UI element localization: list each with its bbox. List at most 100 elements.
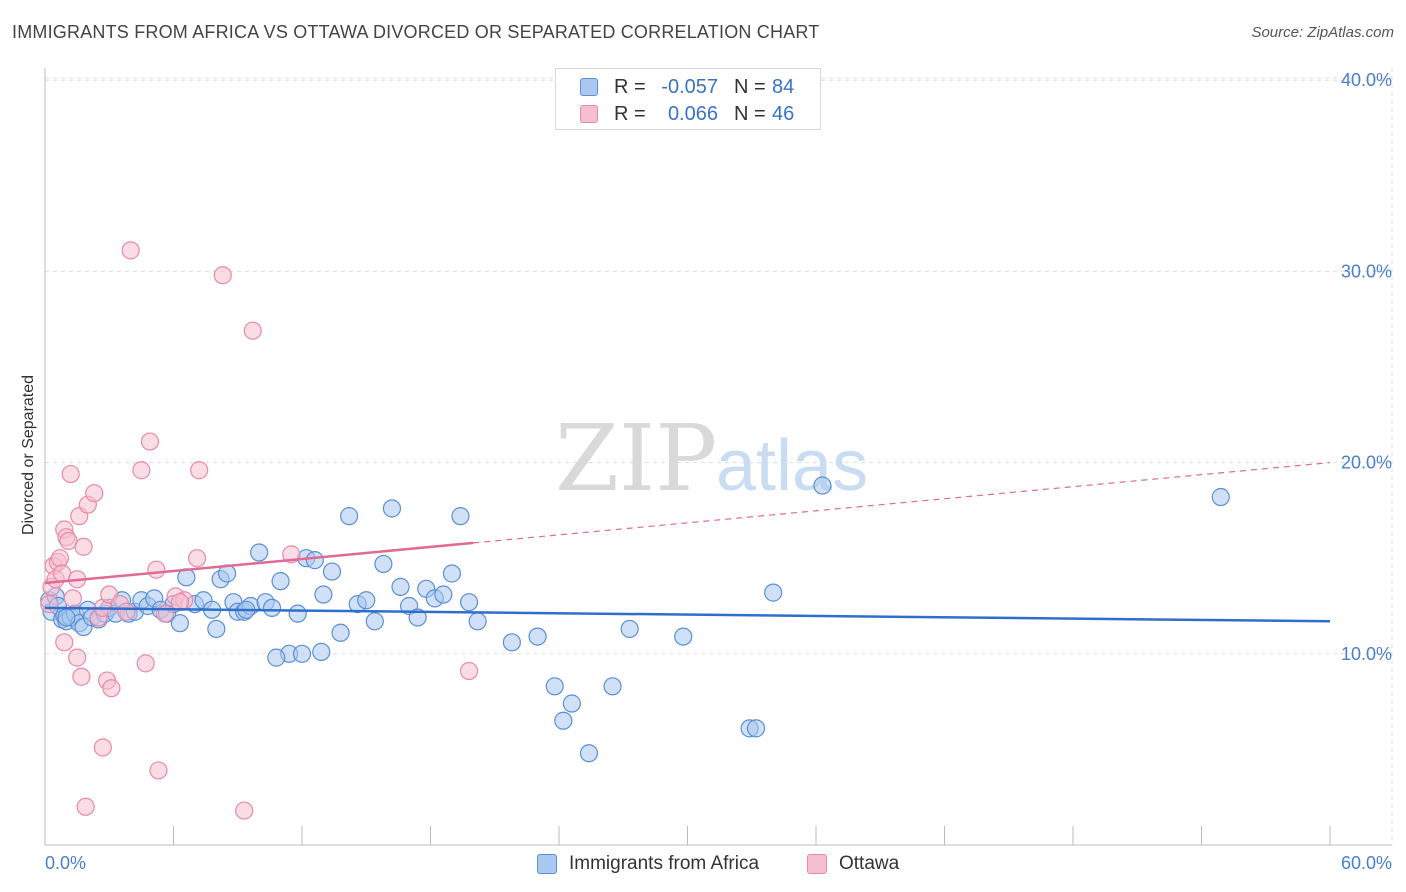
n-label: N = bbox=[734, 103, 766, 125]
legend-row-africa: R = -0.057 N = 84 bbox=[556, 74, 820, 100]
africa-point bbox=[434, 585, 453, 604]
ottawa-point bbox=[243, 321, 262, 340]
africa-point bbox=[262, 598, 282, 618]
legend-label-ottawa: Ottawa bbox=[839, 853, 900, 874]
series-legend: Immigrants from Africa Ottawa bbox=[0, 852, 1406, 878]
africa-point bbox=[288, 604, 307, 623]
legend-label-africa: Immigrants from Africa bbox=[569, 853, 760, 874]
africa-point bbox=[579, 744, 599, 763]
africa-point bbox=[312, 642, 331, 661]
x-tick-label: 0.0% bbox=[45, 853, 86, 873]
n-value: 84 bbox=[772, 76, 795, 98]
africa-point bbox=[451, 507, 470, 526]
y-tick-label: 30.0% bbox=[1341, 261, 1392, 281]
ottawa-point bbox=[147, 560, 166, 579]
africa-point bbox=[746, 719, 766, 738]
africa-point bbox=[562, 694, 581, 713]
africa-point bbox=[1211, 487, 1230, 507]
africa-trend-line bbox=[44, 606, 1331, 623]
ottawa-point bbox=[187, 549, 207, 568]
africa-point bbox=[267, 648, 286, 667]
n-label: N = bbox=[734, 76, 766, 98]
africa-point bbox=[271, 572, 290, 591]
africa-point bbox=[207, 619, 226, 639]
chart-title: IMMIGRANTS FROM AFRICA VS OTTAWA DIVORCE… bbox=[12, 22, 820, 42]
watermark-atlas: atlas bbox=[716, 426, 868, 506]
africa-point bbox=[764, 583, 783, 602]
y-axis-label: Divorced or Separated bbox=[20, 375, 37, 535]
r-label: R = bbox=[614, 76, 646, 98]
africa-point bbox=[391, 577, 410, 596]
ottawa-point bbox=[40, 594, 59, 614]
legend-swatch-ottawa bbox=[580, 105, 598, 123]
africa-point bbox=[340, 507, 359, 526]
legend-swatch-africa bbox=[537, 854, 557, 874]
africa-point bbox=[468, 612, 487, 631]
watermark: ZIP atlas bbox=[555, 405, 868, 512]
africa-point bbox=[620, 619, 639, 639]
ottawa-point bbox=[155, 604, 175, 623]
ottawa-point bbox=[102, 679, 121, 698]
africa-point bbox=[305, 551, 324, 570]
africa-point bbox=[408, 608, 427, 627]
legend-swatch-ottawa bbox=[807, 854, 827, 874]
africa-point bbox=[545, 677, 564, 696]
ottawa-point bbox=[117, 602, 136, 621]
y-tick-label: 40.0% bbox=[1341, 70, 1392, 90]
ottawa-point bbox=[140, 432, 160, 451]
ottawa-point bbox=[76, 797, 95, 816]
africa-point bbox=[170, 614, 190, 633]
africa-point bbox=[322, 562, 342, 581]
ottawa-point bbox=[61, 464, 80, 484]
ottawa-trend-line bbox=[44, 541, 474, 585]
africa-point bbox=[603, 677, 622, 696]
africa-point bbox=[314, 585, 333, 604]
legend-row-ottawa: R = 0.066 N = 46 bbox=[556, 101, 820, 127]
ottawa-point bbox=[235, 801, 254, 820]
n-value: 46 bbox=[772, 103, 795, 125]
africa-point bbox=[674, 627, 693, 646]
africa-point bbox=[292, 644, 312, 663]
ottawa-point bbox=[93, 738, 112, 757]
ottawa-point bbox=[190, 461, 209, 480]
r-value: 0.066 bbox=[667, 103, 718, 125]
africa-point bbox=[554, 711, 573, 730]
africa-point bbox=[502, 633, 521, 652]
ottawa-point bbox=[121, 241, 140, 260]
ottawa-point bbox=[136, 654, 155, 673]
africa-point bbox=[250, 543, 269, 562]
africa-point bbox=[813, 476, 832, 495]
watermark-zip: ZIP bbox=[555, 405, 717, 512]
africa-point bbox=[374, 554, 393, 574]
y-tick-label: 10.0% bbox=[1341, 644, 1392, 664]
ottawa-point bbox=[85, 484, 104, 503]
africa-point bbox=[365, 612, 384, 631]
trend-layer bbox=[44, 462, 1331, 623]
x-tick-label: 60.0% bbox=[1341, 853, 1392, 873]
africa-point bbox=[57, 608, 76, 627]
source-credit: Source: ZipAtlas.com bbox=[1251, 24, 1394, 41]
axis-layer: 10.0% 20.0% 30.0% 40.0% 0.0% 60.0% bbox=[44, 68, 1392, 873]
ottawa-point bbox=[72, 667, 91, 686]
africa-point bbox=[382, 499, 402, 518]
ottawa-point bbox=[132, 461, 151, 480]
africa-point bbox=[357, 591, 376, 610]
correlation-legend: R = -0.057 N = 84 R = 0.066 N = 46 bbox=[555, 68, 821, 130]
ottawa-point bbox=[149, 761, 168, 780]
ottawa-point bbox=[170, 593, 190, 612]
ottawa-point bbox=[50, 549, 70, 568]
ottawa-trend-line-projection bbox=[473, 462, 1331, 544]
grid-layer bbox=[45, 68, 1393, 845]
legend-swatch-africa bbox=[580, 78, 598, 96]
r-value: -0.057 bbox=[661, 76, 718, 98]
ottawa-point bbox=[459, 661, 479, 681]
africa-point bbox=[331, 623, 350, 642]
y-tick-label: 20.0% bbox=[1341, 453, 1392, 473]
africa-point bbox=[459, 593, 479, 612]
points-layer bbox=[40, 241, 1230, 820]
ottawa-point bbox=[74, 537, 93, 556]
ottawa-point bbox=[55, 633, 74, 652]
ottawa-point bbox=[68, 648, 87, 667]
r-label: R = bbox=[614, 103, 646, 125]
